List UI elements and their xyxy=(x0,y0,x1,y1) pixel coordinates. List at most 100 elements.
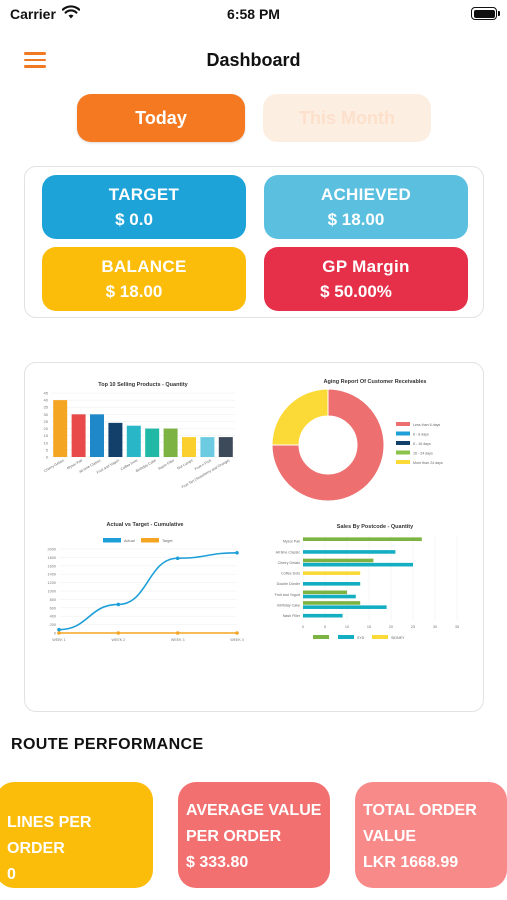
chart4-ytick: Double Dorder xyxy=(277,582,301,586)
average-value-card[interactable]: AVERAGE VALUE PER ORDER $ 333.80 xyxy=(178,782,330,888)
wifi-icon xyxy=(62,5,80,19)
chart3-xtick: WEEK 3 xyxy=(171,638,185,642)
balance-label: BALANCE xyxy=(101,257,187,276)
chart3-ytick: 800 xyxy=(50,598,56,602)
target-value: $ 0.0 xyxy=(115,210,153,229)
chart3-point xyxy=(175,556,180,561)
chart1-ytick: 0 xyxy=(46,455,49,460)
chart3-point xyxy=(235,550,239,555)
lines-per-order-card[interactable]: LINES PER ORDER 0 xyxy=(0,782,153,888)
chart2-slice xyxy=(271,388,329,446)
chart3-ytick: 600 xyxy=(50,606,56,610)
navigation-bar: Dashboard xyxy=(0,40,507,80)
chart4-bar xyxy=(303,601,361,605)
tab-today[interactable]: Today xyxy=(77,94,245,142)
balance-value: $ 18.00 xyxy=(105,282,163,301)
chart4-legend-label: SIDNEY xyxy=(391,636,405,640)
average-value-label: AVERAGE VALUE PER ORDER xyxy=(186,802,322,845)
chart4-ytick: All time Classic xyxy=(276,550,301,554)
chart3-ytick: 400 xyxy=(50,615,56,619)
kpi-panel: TARGET $ 0.0 ACHIEVED $ 18.00 BALANCE $ … xyxy=(24,166,484,318)
chart1-bar xyxy=(126,425,141,457)
chart1-ytick: 20 xyxy=(44,426,49,431)
chart2-slice xyxy=(271,388,385,502)
chart4-bar xyxy=(303,590,347,595)
chart1-ytick: 30 xyxy=(44,412,49,417)
average-value-value: $ 333.80 xyxy=(186,854,249,871)
chart3-legend-swatch xyxy=(103,538,121,543)
chart1-bar xyxy=(53,400,68,457)
chart3-legend-label: Actual xyxy=(124,539,135,543)
chart1-bar xyxy=(108,422,123,457)
chart3-ytick: 1200 xyxy=(48,581,56,585)
chart4-xtick: 10 xyxy=(345,625,349,629)
chart1-bar xyxy=(182,437,196,457)
chart1-ytick: 25 xyxy=(44,419,49,424)
chart1-xtick: Cherry Gelato xyxy=(43,458,64,473)
chart1-xtick: Birthday Cake xyxy=(135,458,157,473)
chart3-ytick: 1600 xyxy=(48,564,56,568)
chart1-ytick: 15 xyxy=(44,433,49,438)
chart2-legend-label: Less than 6 days xyxy=(413,423,440,427)
chart4-ytick: Cherry Gelato xyxy=(278,561,300,565)
chart3-xtick: WEEK 4 xyxy=(230,638,244,642)
chart4-xtick: 30 xyxy=(433,625,437,629)
chart2-title: Aging Report Of Customer Receivables xyxy=(324,379,427,385)
status-bar: Carrier 6:58 PM xyxy=(0,0,507,30)
chart2-legend-swatch xyxy=(396,441,410,445)
chart1-ytick: 10 xyxy=(44,440,49,445)
route-performance-title: ROUTE PERFORMANCE xyxy=(11,736,204,753)
chart1-bar xyxy=(90,414,104,457)
chart2-legend-label: 8 - 16 days xyxy=(413,442,431,446)
tab-this-month[interactable]: This Month xyxy=(263,94,431,142)
chart4-xtick: 5 xyxy=(324,625,326,629)
battery-icon xyxy=(471,7,500,20)
chart1-title: Top 10 Selling Products - Quantity xyxy=(98,382,188,388)
chart1-bar xyxy=(163,428,178,457)
balance-card[interactable]: BALANCE $ 18.00 xyxy=(42,247,246,311)
chart4-bar xyxy=(303,605,387,609)
page-title: Dashboard xyxy=(206,50,301,70)
chart4-bar xyxy=(303,537,422,542)
lines-per-order-value: 0 xyxy=(7,866,16,883)
status-time: 6:58 PM xyxy=(227,6,280,22)
target-card[interactable]: TARGET $ 0.0 xyxy=(42,175,246,239)
gp-margin-card[interactable]: GP Margin $ 50.00% xyxy=(264,247,468,311)
chart4-ytick: Birthday Cake xyxy=(277,603,300,607)
chart4-xtick: 25 xyxy=(411,625,415,629)
chart3-point xyxy=(57,627,61,632)
chart1-xtick: Nut Lumps xyxy=(176,458,193,470)
chart3-ytick: 1400 xyxy=(48,573,56,577)
chart3-ytick: 0 xyxy=(54,632,56,636)
total-order-card[interactable]: TOTAL ORDER VALUE LKR 1668.99 xyxy=(355,782,507,888)
gp-margin-value: $ 50.00% xyxy=(320,282,392,301)
chart3-xtick: WEEK 1 xyxy=(52,638,66,642)
gp-margin-label: GP Margin xyxy=(322,257,410,276)
achieved-card[interactable]: ACHIEVED $ 18.00 xyxy=(264,175,468,239)
carrier-label: Carrier xyxy=(10,6,56,22)
chart2-legend-swatch xyxy=(396,422,410,426)
chart4-ytick: Fruit and Yogurt xyxy=(275,593,300,597)
chart3-legend-swatch xyxy=(141,538,159,543)
chart1-bar xyxy=(145,428,160,457)
chart4-bar xyxy=(303,558,374,563)
chart4-legend-swatch xyxy=(313,635,329,639)
charts-canvas: Top 10 Selling Products - Quantity 0 5 10 15… xyxy=(43,379,459,642)
chart2-legend-label: 16 - 24 days xyxy=(413,451,433,455)
chart4-bar xyxy=(303,562,413,567)
achieved-label: ACHIEVED xyxy=(320,185,412,204)
chart4-bar xyxy=(303,594,356,599)
chart3-series-line xyxy=(58,551,238,631)
achieved-value: $ 18.00 xyxy=(327,210,385,229)
hamburger-menu-icon[interactable] xyxy=(24,52,46,68)
chart2-legend-swatch xyxy=(396,450,410,455)
chart3-ytick: 200 xyxy=(50,623,56,627)
chart3-xtick: WEEK 2 xyxy=(112,638,126,642)
chart4-legend-swatch xyxy=(372,635,388,639)
chart4-bar xyxy=(303,571,361,575)
chart1-bar xyxy=(218,437,233,457)
chart2-legend-swatch xyxy=(396,460,410,464)
total-order-value: LKR 1668.99 xyxy=(363,854,459,871)
chart4-bar xyxy=(303,582,361,586)
chart2-legend-swatch xyxy=(396,431,410,436)
